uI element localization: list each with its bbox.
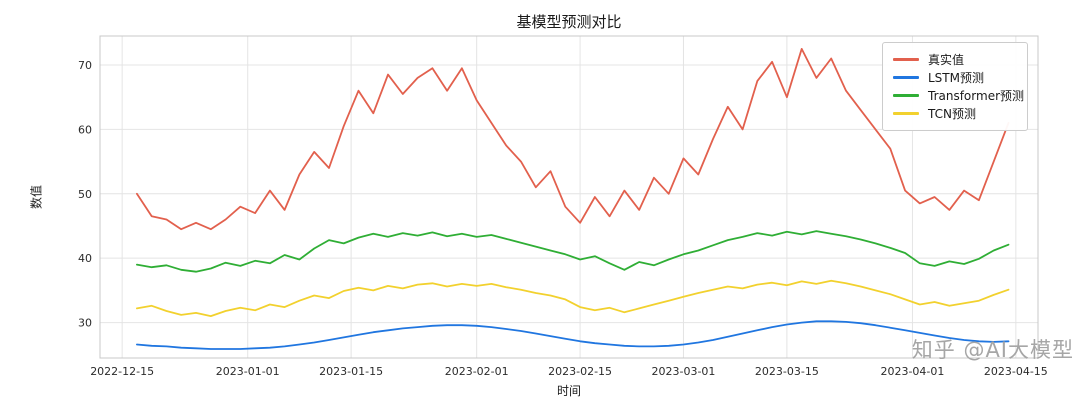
legend-swatch-transformer xyxy=(893,94,919,97)
legend-item-lstm: LSTM预测 xyxy=(893,69,1017,86)
x-tick-label: 2023-04-01 xyxy=(880,365,944,378)
legend: 真实值 LSTM预测 Transformer预测 TCN预测 xyxy=(882,42,1028,131)
watermark: 知乎 @AI大模型 xyxy=(911,338,1074,362)
x-tick-label: 2023-03-15 xyxy=(755,365,819,378)
y-tick-label: 30 xyxy=(78,317,92,330)
line-tcn xyxy=(135,279,1010,318)
x-axis-label: 时间 xyxy=(556,384,581,398)
legend-swatch-lstm xyxy=(893,76,919,79)
legend-item-tcn: TCN预测 xyxy=(893,105,1017,122)
x-tick-label: 2022-12-15 xyxy=(90,365,154,378)
x-tick-label: 2023-02-01 xyxy=(445,365,509,378)
x-tick-label: 2023-01-15 xyxy=(319,365,383,378)
y-tick-label: 60 xyxy=(78,123,92,136)
legend-label-lstm: LSTM预测 xyxy=(928,71,984,85)
legend-swatch-tcn xyxy=(893,112,919,115)
x-tick-label: 2023-04-15 xyxy=(984,365,1048,378)
y-axis-label: 数值 xyxy=(29,184,44,210)
chart-title: 基模型预测对比 xyxy=(516,13,622,31)
legend-item-true-value: 真实值 xyxy=(893,51,1017,68)
line-true-value xyxy=(135,48,1010,231)
line-transformer xyxy=(135,230,1010,273)
y-tick-label: 70 xyxy=(78,59,92,72)
legend-label-true-value: 真实值 xyxy=(928,53,965,67)
legend-item-transformer: Transformer预测 xyxy=(893,87,1024,104)
line-lstm xyxy=(135,320,1010,350)
y-tick-label: 50 xyxy=(78,188,92,201)
x-tick-label: 2023-01-01 xyxy=(216,365,280,378)
legend-label-tcn: TCN预测 xyxy=(928,107,976,121)
legend-swatch-true-value xyxy=(893,58,919,61)
legend-label-transformer: Transformer预测 xyxy=(928,89,1025,103)
x-tick-label: 2023-03-01 xyxy=(652,365,716,378)
x-tick-label: 2023-02-15 xyxy=(548,365,612,378)
plot-frame xyxy=(99,35,1039,359)
y-tick-label: 40 xyxy=(78,252,92,265)
